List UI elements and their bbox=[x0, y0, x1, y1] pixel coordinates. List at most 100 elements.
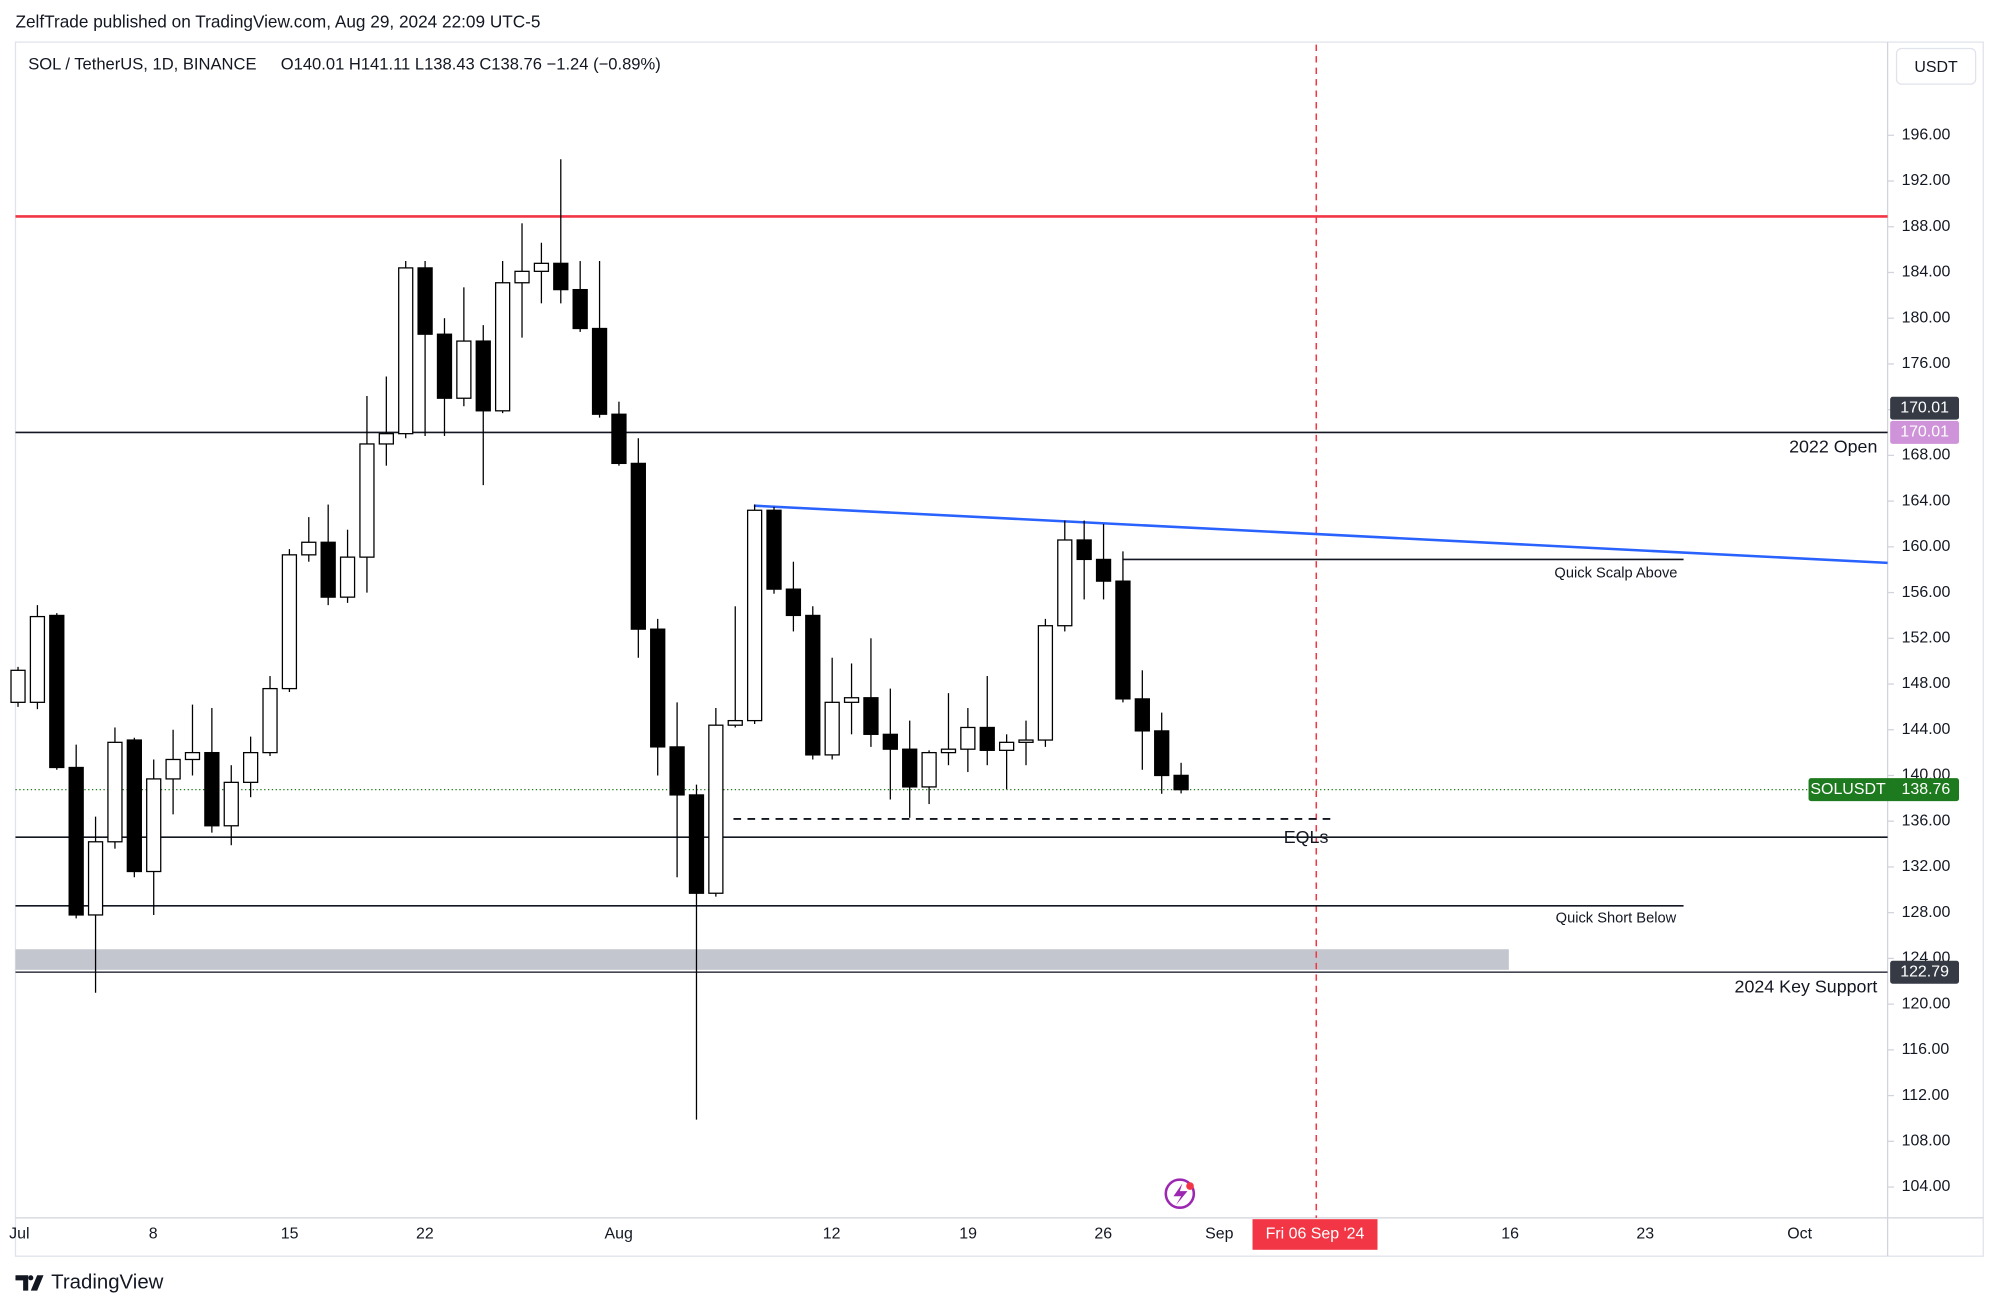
y-tick-label: 176.00 bbox=[1902, 355, 1951, 372]
candle-body bbox=[553, 262, 569, 291]
candle-body bbox=[882, 733, 898, 750]
candle-body bbox=[204, 751, 220, 827]
candle-body bbox=[320, 541, 336, 598]
x-tick-label: Sep bbox=[1205, 1226, 1233, 1243]
symbol: SOL / TetherUS, 1D, BINANCE bbox=[28, 54, 256, 73]
y-tick-label: 164.00 bbox=[1902, 492, 1951, 509]
candle-body bbox=[456, 340, 472, 399]
x-tick-label: 12 bbox=[823, 1226, 841, 1243]
candle-body bbox=[1018, 739, 1034, 743]
candle-body bbox=[262, 687, 278, 754]
y-tick-label: 120.00 bbox=[1902, 995, 1951, 1012]
currency-button[interactable] bbox=[1895, 47, 1977, 85]
candle-body bbox=[688, 794, 705, 894]
y-tick-label: 136.00 bbox=[1902, 812, 1951, 829]
x-tick-label: 15 bbox=[281, 1226, 299, 1243]
y-tick-label: 112.00 bbox=[1902, 1087, 1950, 1104]
y-tick-label: 160.00 bbox=[1902, 538, 1951, 555]
candle-body bbox=[1173, 774, 1189, 791]
candle-body bbox=[514, 270, 530, 284]
candle-body bbox=[669, 746, 685, 796]
event-badge-label: Fri 06 Sep '24 bbox=[1266, 1226, 1365, 1243]
level-label: Quick Short Below bbox=[1556, 910, 1677, 926]
y-tick-label: 108.00 bbox=[1902, 1133, 1951, 1150]
candle-body bbox=[572, 288, 588, 330]
candle-body bbox=[1115, 580, 1131, 700]
candle-body bbox=[1057, 539, 1073, 627]
candle-body bbox=[1037, 625, 1054, 741]
candle-body bbox=[242, 751, 259, 783]
candle-body bbox=[960, 726, 976, 750]
y-tick-label: 184.00 bbox=[1902, 264, 1951, 281]
y-tick-label: 116.00 bbox=[1902, 1041, 1950, 1058]
x-tick-label: Oct bbox=[1787, 1226, 1812, 1243]
y-tick-label: 144.00 bbox=[1902, 721, 1951, 738]
candle-body bbox=[863, 697, 879, 735]
y-tick-label: 180.00 bbox=[1902, 309, 1951, 326]
candle-body bbox=[29, 615, 46, 703]
level-label: 2022 Open bbox=[1789, 436, 1877, 456]
candle-body bbox=[339, 556, 356, 598]
candle-body bbox=[843, 697, 860, 703]
candle-body bbox=[591, 327, 608, 415]
last-price-value: 138.76 bbox=[1901, 781, 1950, 798]
candle-body bbox=[650, 628, 666, 748]
y-tick-label: 104.00 bbox=[1902, 1178, 1951, 1195]
candle-body bbox=[902, 748, 918, 788]
currency[interactable]: USDT bbox=[1914, 59, 1958, 76]
x-tick-label: 23 bbox=[1636, 1226, 1654, 1243]
y-tick-label: 196.00 bbox=[1902, 126, 1951, 143]
candle-body bbox=[979, 726, 995, 751]
x-tick-label: 26 bbox=[1094, 1226, 1112, 1243]
price-badge bbox=[1890, 396, 1960, 420]
candle-body bbox=[805, 614, 821, 756]
candle-body bbox=[359, 443, 375, 558]
candle-body bbox=[68, 766, 84, 916]
event-badge bbox=[1252, 1219, 1378, 1250]
brand-logo bbox=[15, 1275, 44, 1291]
ohlc: O140.01 H141.11 L138.43 C138.76 −1.24 (−… bbox=[281, 54, 661, 73]
candle-body bbox=[1095, 558, 1112, 582]
x-tick-label: 8 bbox=[149, 1226, 158, 1243]
price-badge-label: 170.01 bbox=[1900, 424, 1949, 441]
candle-body bbox=[746, 509, 763, 722]
y-tick-label: 192.00 bbox=[1902, 172, 1951, 189]
level-label: 2024 Key Support bbox=[1735, 976, 1878, 996]
y-tick-label: 188.00 bbox=[1902, 218, 1951, 235]
candle-body bbox=[10, 669, 26, 703]
candle-body bbox=[49, 614, 65, 769]
x-tick-label: 22 bbox=[416, 1226, 434, 1243]
trendline bbox=[753, 504, 1888, 565]
brand: TradingView bbox=[51, 1271, 163, 1293]
frame bbox=[14, 41, 1984, 1257]
x-tick-label: 16 bbox=[1501, 1226, 1519, 1243]
y-tick-label: 132.00 bbox=[1902, 858, 1951, 875]
candle-body bbox=[494, 282, 511, 412]
y-tick-label: 152.00 bbox=[1902, 630, 1951, 647]
support-zone bbox=[15, 949, 1509, 970]
candle-body bbox=[1076, 539, 1092, 561]
event-icon bbox=[1164, 1178, 1196, 1209]
candle-body bbox=[301, 541, 317, 556]
candle-body bbox=[398, 267, 414, 435]
level-label: Quick Scalp Above bbox=[1554, 565, 1677, 581]
candle-body bbox=[107, 741, 123, 843]
candle-body bbox=[87, 841, 104, 916]
candle-body bbox=[436, 333, 453, 399]
price-badge-label: 170.01 bbox=[1900, 399, 1949, 416]
y-tick-label: 128.00 bbox=[1902, 904, 1951, 921]
candle-body bbox=[766, 509, 782, 590]
y-tick-label: 148.00 bbox=[1902, 675, 1951, 692]
y-tick-label: 168.00 bbox=[1902, 447, 1951, 464]
candle-body bbox=[611, 413, 627, 465]
published-note: ZelfTrade published on TradingView.com, … bbox=[15, 12, 540, 32]
y-tick-label: 156.00 bbox=[1902, 584, 1951, 601]
candle-body bbox=[417, 267, 433, 335]
candle-body bbox=[281, 554, 298, 690]
candle-body bbox=[1154, 730, 1170, 777]
x-tick-label: Jul bbox=[9, 1226, 29, 1243]
last-price-symbol: SOLUSDT bbox=[1810, 781, 1886, 798]
x-tick-label: 19 bbox=[959, 1226, 977, 1243]
